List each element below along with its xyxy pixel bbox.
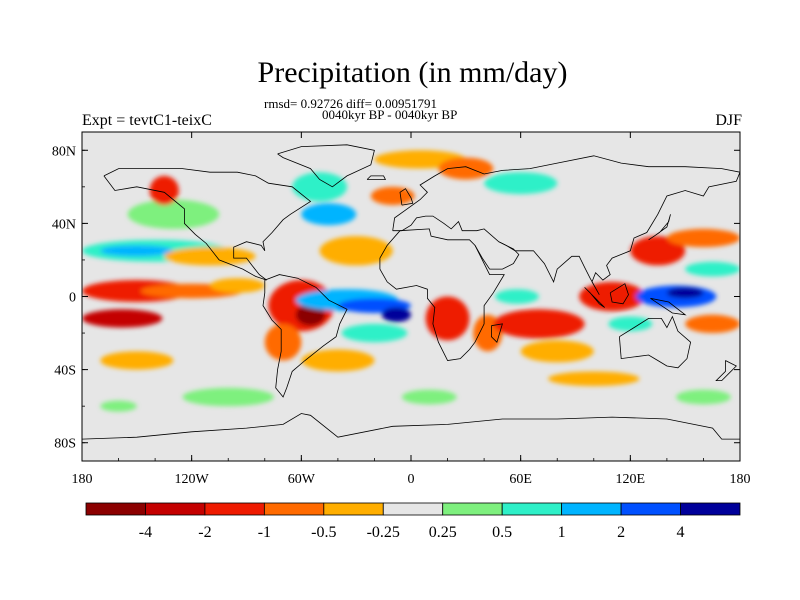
anomaly-region [127,199,220,229]
colorbar-bin [501,502,563,516]
colorbar-label: 0.5 [492,524,512,541]
anomaly-region [608,316,653,332]
anomaly-region [425,296,470,341]
anomaly-region [100,245,174,257]
colorbar-bin [204,502,265,516]
colorbar-label: -2 [198,524,211,541]
x-tick-label: 0 [408,472,415,487]
anomaly-region [164,247,256,266]
coastline-europe-asia [392,155,740,295]
anomaly-region [579,281,645,312]
colorbar-label: 4 [677,524,685,541]
y-tick-label: 40N [52,217,76,232]
coastline-sumatra [584,287,605,308]
colorbar-label: -0.5 [311,524,336,541]
coastline-australia [619,315,692,369]
anomaly-region [295,303,326,326]
y-tick-label: 40S [54,364,76,379]
coastline-uk [399,188,414,206]
coastline-borneo [609,283,629,305]
coastline-arabia [474,241,520,270]
coastline-new-guinea [650,297,687,316]
anomaly-region [484,172,558,195]
y-tick-label: 80S [54,437,76,452]
colorbar-label: 1 [558,524,566,541]
y-tick-label: 0 [69,291,76,306]
anomaly-region [438,157,494,180]
colorbar-bin [561,502,622,516]
anomaly-region [301,203,357,226]
anomaly-region [100,351,174,370]
coastline-north-america [103,168,312,281]
anomaly-region [630,236,686,266]
coastline-antarctica [82,413,740,440]
colorbar-bin [680,502,741,516]
colorbar-bin [323,502,384,516]
colorbar-bin [145,502,206,516]
anomaly-region [548,371,640,387]
colorbar-label: -1 [258,524,271,541]
anomaly-region [370,186,415,206]
anomaly-region [82,309,163,328]
period-label: 0040kyr BP - 0040kyr BP [322,107,458,122]
anomaly-region [264,323,302,361]
anomaly-region [666,228,740,248]
anomaly-region [381,307,411,323]
stats-label: rmsd= 0.92726 diff= 0.00951791 [264,96,437,111]
anomaly-region [520,340,594,363]
colorbar-label: 2 [617,524,625,541]
colorbar-bin [620,502,681,516]
colorbar-bin [382,502,444,516]
x-tick-label: 180 [72,472,93,487]
colorbar-label: -4 [139,524,152,541]
anomaly-region [495,289,539,304]
anomaly-region [209,278,265,293]
anomaly-region [341,323,408,343]
x-tick-label: 180 [730,472,751,487]
experiment-label: Expt = tevtC1-teixC [82,112,212,129]
anomaly-region [685,261,740,277]
coastline-japan [648,214,671,241]
season-label: DJF [715,112,742,129]
x-tick-label: 120W [175,472,210,487]
anomaly-region [676,389,731,405]
anomaly-region [100,400,137,412]
colorbar-bin [263,502,325,516]
anomaly-region [493,309,585,339]
coastline-greenland [277,144,375,188]
y-tick-label: 80N [52,144,76,159]
chart-title: Precipitation (in mm/day) [257,56,568,89]
anomaly-region [685,314,740,334]
anomaly-region [182,387,274,407]
colorbar-bin [442,502,503,516]
anomaly-region [401,389,457,405]
anomaly-region [319,236,393,266]
anomaly-region [301,349,375,372]
x-tick-label: 60E [509,472,532,487]
anomaly-region [292,172,348,202]
coastline-madagascar [490,323,503,343]
colorbar-label: -0.25 [367,524,400,541]
x-tick-label: 60W [288,472,316,487]
coastline-new-zealand [715,360,737,382]
coastline-africa [379,228,505,361]
x-tick-label: 120E [616,472,646,487]
anomaly-region [666,287,704,299]
coastline-iceland [366,175,387,180]
coastline-south-america [262,274,348,398]
colorbar-label: 0.25 [429,524,457,541]
colorbar-bin [85,502,146,516]
